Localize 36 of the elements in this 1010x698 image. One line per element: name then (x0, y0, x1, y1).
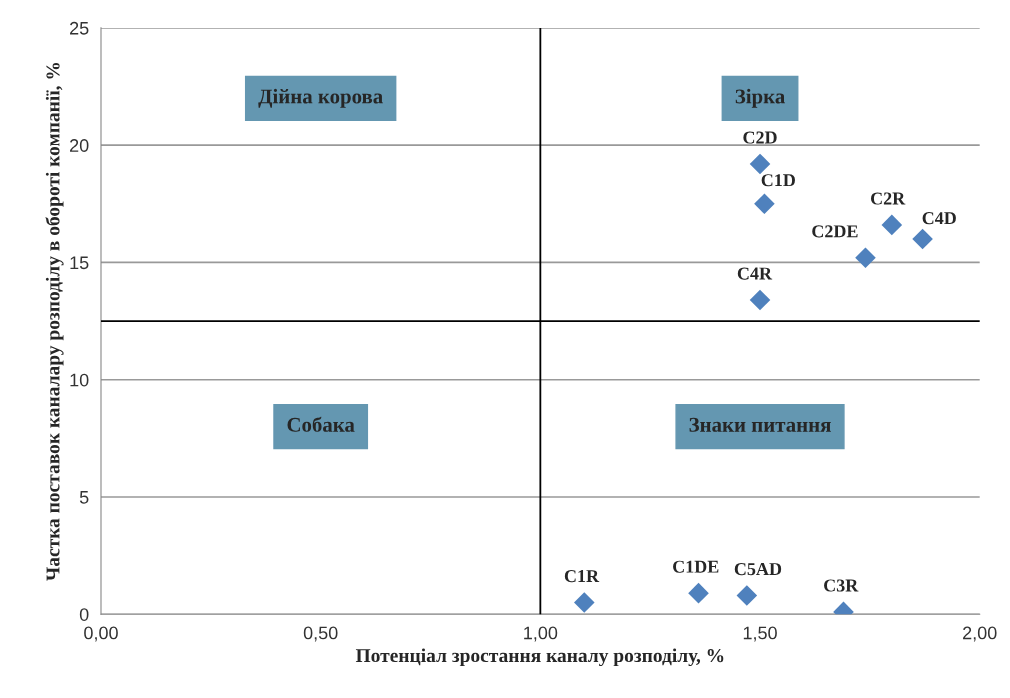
annotation: C5AD (734, 563, 782, 576)
y-tick-label: 20 (70, 139, 89, 152)
annotation: Зірка (735, 88, 785, 108)
x-tick-label: 2,00 (963, 626, 997, 642)
y-tick-label: 0 (79, 608, 89, 621)
point (736, 585, 758, 606)
x-tick-label: 1,50 (743, 626, 777, 642)
point (881, 214, 903, 236)
point (855, 247, 876, 269)
point (754, 193, 775, 215)
point (749, 153, 771, 175)
point (749, 289, 771, 311)
y-tick-label: 15 (70, 256, 89, 270)
point (688, 582, 709, 604)
annotation: C2D (743, 131, 777, 144)
annotation: Собака (287, 416, 355, 432)
annotation: Знаки питання (689, 417, 831, 432)
annotation: C1DE (673, 560, 719, 573)
x-tick-label: 0,50 (303, 626, 338, 642)
point (912, 228, 933, 250)
y-axis-title: Частка поставок каналару розподілу в обороті компанії, % (45, 63, 64, 581)
annotation: C4R (737, 267, 773, 280)
annotation: C2R (870, 192, 906, 205)
annotation: C1D (761, 174, 795, 187)
x-tick-label: 0,00 (84, 626, 118, 642)
point (573, 592, 595, 613)
annotation: Дійна корова (258, 88, 383, 108)
annotation: C2DE (812, 225, 858, 238)
y-tick-label: 25 (70, 21, 89, 35)
annotation: C3R (824, 579, 859, 592)
y-tick-label: 5 (79, 491, 89, 504)
x-axis-title: Потенціал зростання каналу розподілу, % (355, 648, 724, 667)
y-tick-label: 10 (70, 373, 89, 387)
annotation: C1R (564, 570, 600, 583)
x-tick-label: 1,00 (524, 626, 558, 642)
annotation: C4D (922, 212, 956, 225)
